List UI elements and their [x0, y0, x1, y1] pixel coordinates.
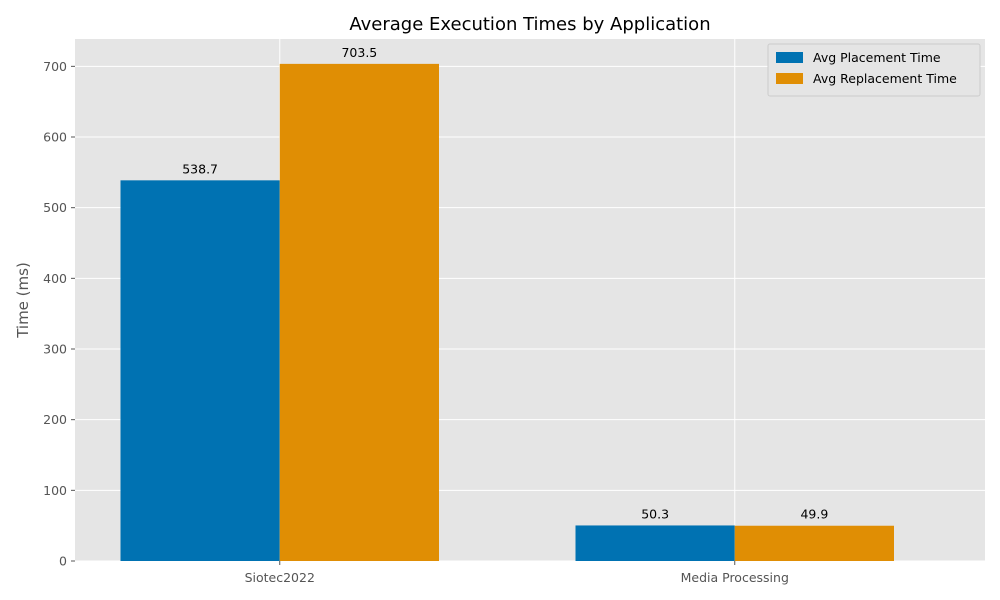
legend-swatch: [776, 73, 803, 84]
x-tick-label: Media Processing: [681, 570, 789, 585]
y-tick-label: 700: [43, 59, 67, 74]
y-tick-label: 500: [43, 200, 67, 215]
legend-label: Avg Placement Time: [813, 50, 941, 65]
x-tick-label: Siotec2022: [245, 570, 315, 585]
bar: [575, 525, 735, 561]
bar: [734, 525, 894, 561]
y-axis-ticks: 0 100 200 300 400 500 600 700: [43, 59, 75, 569]
y-tick-label: 100: [43, 483, 67, 498]
y-axis-label: Time (ms): [14, 262, 32, 339]
y-tick-label: 600: [43, 130, 67, 145]
legend-swatch: [776, 52, 803, 63]
bar: [120, 180, 280, 562]
data-labels: 538.7 703.5 50.3 49.9: [182, 45, 828, 522]
legend-label: Avg Replacement Time: [813, 71, 957, 86]
bars: [120, 63, 894, 562]
bar-value-label: 50.3: [641, 506, 669, 521]
legend: Avg Placement Time Avg Replacement Time: [767, 43, 981, 97]
y-tick-label: 400: [43, 271, 67, 286]
bar-value-label: 49.9: [800, 507, 828, 522]
bar: [279, 63, 439, 562]
bar-value-label: 538.7: [182, 161, 218, 176]
chart-title: Average Execution Times by Application: [349, 14, 710, 35]
y-tick-label: 0: [59, 554, 67, 569]
legend-box: [767, 43, 981, 97]
y-tick-label: 300: [43, 342, 67, 357]
bar-value-label: 703.5: [341, 45, 377, 60]
y-tick-label: 200: [43, 412, 67, 427]
x-axis-ticks: Siotec2022 Media Processing: [245, 561, 789, 585]
